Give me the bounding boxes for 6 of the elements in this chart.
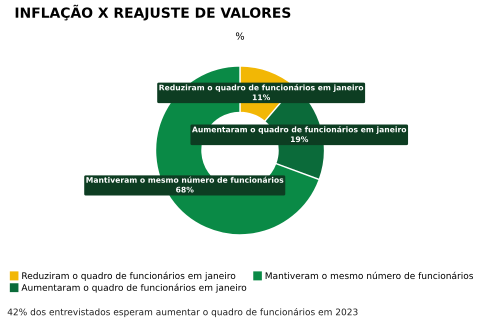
- legend-label: Aumentaram o quadro de funcionários em janeiro: [21, 284, 246, 293]
- chart-title: INFLAÇÃO X REAJUSTE DE VALORES: [16, 4, 290, 20]
- chart-subtitle: %: [236, 32, 244, 40]
- legend-label: Reduziram o quadro de funcionários em janeiro: [22, 272, 236, 281]
- legend-label: Mantiveram o mesmo número de funcionários: [266, 272, 474, 280]
- text: 42% dos entrevistados esperam aumentar o quadro de funcionários em 2023: [8, 308, 358, 318]
